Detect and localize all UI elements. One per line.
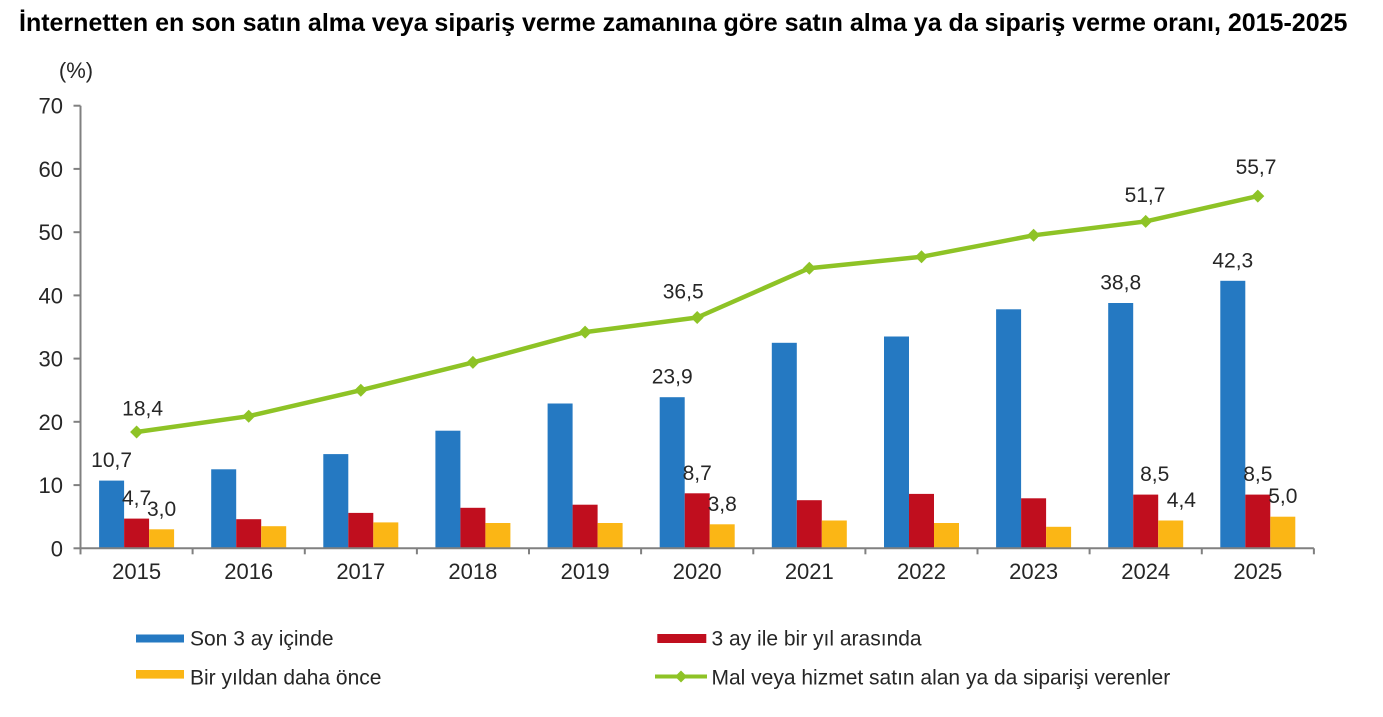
svg-text:30: 30 <box>39 347 63 372</box>
svg-text:2022: 2022 <box>897 559 946 584</box>
svg-text:Son 3 ay içinde: Son 3 ay içinde <box>190 628 334 651</box>
svg-text:2015: 2015 <box>112 559 161 584</box>
svg-text:70: 70 <box>39 94 63 119</box>
svg-text:2021: 2021 <box>785 559 834 584</box>
svg-text:0: 0 <box>51 536 63 561</box>
svg-text:4,7: 4,7 <box>122 487 151 510</box>
svg-text:Bir yıldan daha önce: Bir yıldan daha önce <box>190 667 381 690</box>
svg-text:3,8: 3,8 <box>708 493 737 516</box>
svg-text:2017: 2017 <box>336 559 385 584</box>
svg-text:3,0: 3,0 <box>147 498 176 521</box>
svg-text:18,4: 18,4 <box>122 397 163 420</box>
svg-text:3 ay ile bir yıl arasında: 3 ay ile bir yıl arasında <box>712 628 922 651</box>
svg-text:10,7: 10,7 <box>91 449 132 472</box>
svg-text:36,5: 36,5 <box>663 281 704 304</box>
svg-text:2016: 2016 <box>224 559 273 584</box>
svg-text:2020: 2020 <box>673 559 722 584</box>
svg-text:4,4: 4,4 <box>1167 489 1197 512</box>
svg-text:50: 50 <box>39 220 63 245</box>
svg-text:İnternetten en son satın alma: İnternetten en son satın alma veya sipar… <box>19 9 1348 37</box>
svg-text:2024: 2024 <box>1121 559 1170 584</box>
svg-text:2025: 2025 <box>1233 559 1282 584</box>
svg-text:2023: 2023 <box>1009 559 1058 584</box>
svg-text:40: 40 <box>39 283 63 308</box>
svg-text:55,7: 55,7 <box>1236 156 1277 179</box>
svg-text:20: 20 <box>39 410 63 435</box>
svg-text:5,0: 5,0 <box>1268 485 1297 508</box>
svg-text:(%): (%) <box>59 58 93 83</box>
svg-text:Mal veya hizmet satın alan ya: Mal veya hizmet satın alan ya da sipariş… <box>712 667 1171 690</box>
svg-text:51,7: 51,7 <box>1125 184 1166 207</box>
svg-text:42,3: 42,3 <box>1212 249 1253 272</box>
svg-text:10: 10 <box>39 473 63 498</box>
svg-text:2019: 2019 <box>561 559 610 584</box>
svg-text:60: 60 <box>39 157 63 182</box>
svg-text:2018: 2018 <box>448 559 497 584</box>
svg-text:8,5: 8,5 <box>1243 463 1272 486</box>
svg-text:8,7: 8,7 <box>683 462 712 485</box>
svg-text:38,8: 38,8 <box>1100 272 1141 295</box>
svg-text:23,9: 23,9 <box>652 366 693 389</box>
svg-text:8,5: 8,5 <box>1140 463 1169 486</box>
